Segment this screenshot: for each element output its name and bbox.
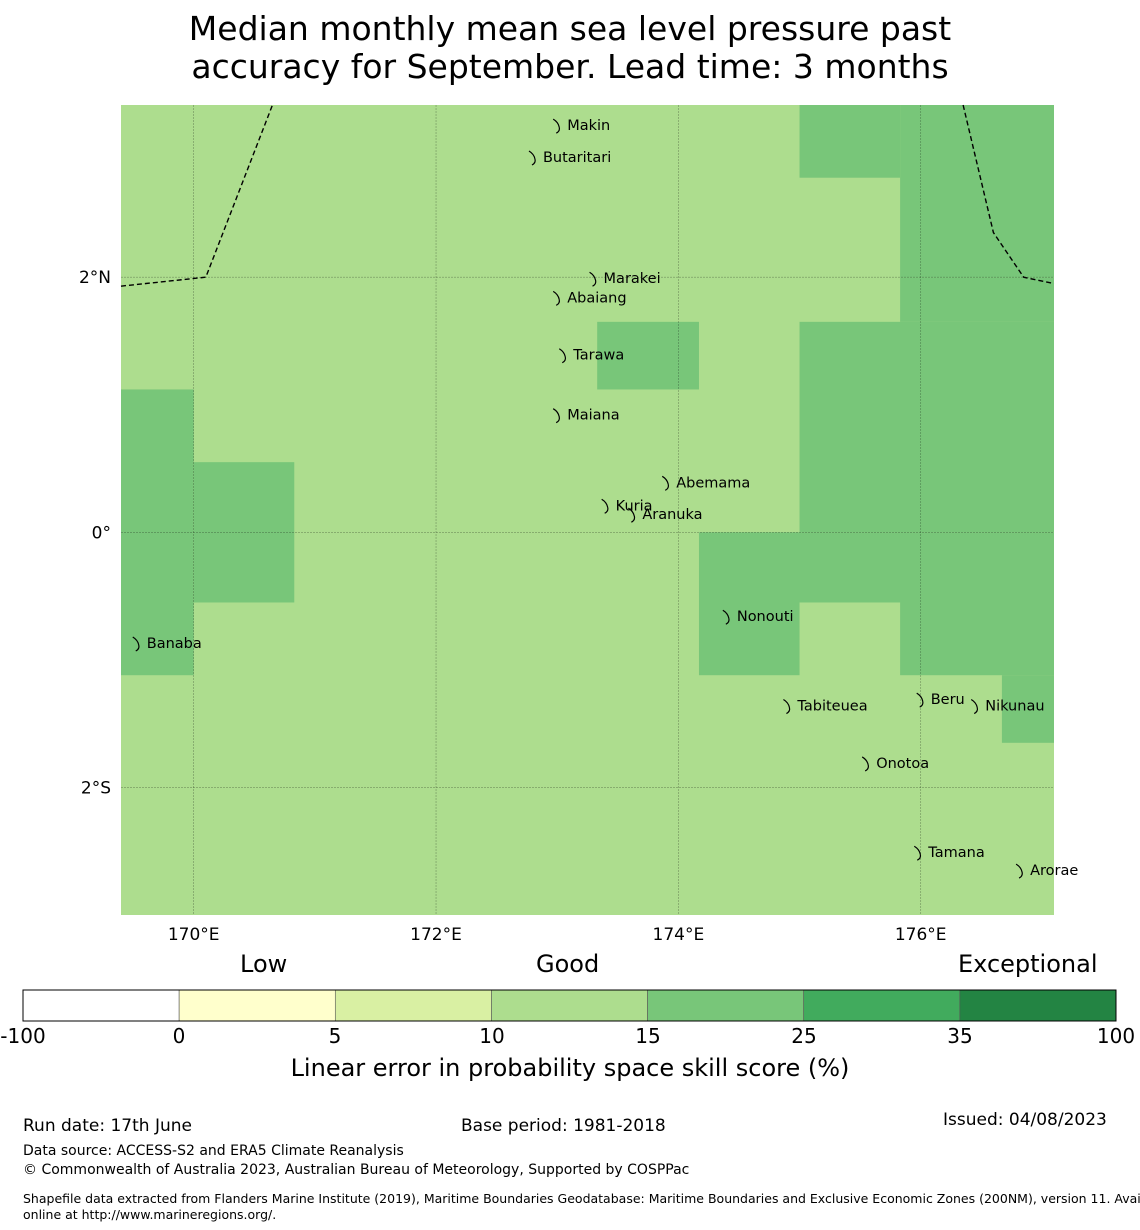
island-label: Tamana <box>927 845 984 861</box>
lat-tick-label: 2°N <box>79 268 111 288</box>
island-outline <box>552 290 560 306</box>
skill-cell-15-25 <box>121 389 194 676</box>
colorbar-tick: 0 <box>172 1024 186 1048</box>
eez-boundary <box>962 104 1055 285</box>
eez-boundary <box>120 104 274 287</box>
island-label: Tarawa <box>572 348 624 364</box>
island-label: Butaritari <box>543 150 611 166</box>
island-outline <box>589 271 597 287</box>
island-outline <box>552 118 560 134</box>
colorbar-segment <box>959 989 1117 1022</box>
island-label: Makin <box>567 118 610 134</box>
colorbar-segment <box>178 989 336 1022</box>
island-label: Nonouti <box>737 609 794 625</box>
island-outline <box>913 845 922 861</box>
colorbar-segment <box>803 989 961 1022</box>
colorbar-label-good: Good <box>536 950 600 978</box>
colorbar-tick: 35 <box>947 1024 973 1048</box>
island-label: Kuria <box>616 498 653 514</box>
chart-title: Median monthly mean sea level pressure p… <box>0 10 1140 86</box>
island-outline <box>601 498 609 514</box>
colorbar-label-low: Low <box>240 950 288 978</box>
colorbar-label-exceptional: Exceptional <box>958 950 1098 978</box>
skill-cell-15-25 <box>900 602 1054 676</box>
skill-cell-15-25 <box>597 321 699 390</box>
base-period: Base period: 1981-2018 <box>461 1116 666 1136</box>
island-outline <box>783 699 791 715</box>
colorbar-frame <box>22 989 1117 1022</box>
colorbar-tick: 10 <box>479 1024 505 1048</box>
island-outline <box>722 609 730 625</box>
island-outline <box>916 692 924 708</box>
colorbar-title: Linear error in probability space skill … <box>290 1054 850 1082</box>
island-outline <box>552 408 560 424</box>
lon-tick-label: 176°E <box>895 925 947 945</box>
skill-cell-15-25 <box>799 105 901 178</box>
skill-cell-15-25 <box>900 105 1054 278</box>
lat-tick-label: 0° <box>92 523 111 543</box>
title-line-2: accuracy for September. Lead time: 3 mon… <box>191 47 949 86</box>
title-line-1: Median monthly mean sea level pressure p… <box>188 9 952 48</box>
island-label: Onotoa <box>876 756 929 772</box>
colorbar <box>22 989 1117 1022</box>
issued-date: Issued: 04/08/2023 <box>943 1110 1107 1130</box>
lon-tick-label: 170°E <box>168 925 220 945</box>
island-label: Nikunau <box>985 699 1044 715</box>
island-outline <box>970 699 979 715</box>
island-outline <box>628 507 636 523</box>
island-label: Beru <box>931 692 965 708</box>
colorbar-segment <box>647 989 805 1022</box>
lon-tick-label: 174°E <box>653 925 705 945</box>
axis-labels: 170°E 172°E 174°E 176°E 2°N 0° 2°S <box>79 268 947 945</box>
island-outline <box>132 636 140 652</box>
colorbar-tick: 5 <box>328 1024 342 1048</box>
island-label: Abaiang <box>567 290 626 306</box>
colorbar-segment <box>334 989 492 1022</box>
lon-tick-label: 172°E <box>410 925 462 945</box>
skill-cell-15-25 <box>900 277 1054 322</box>
colorbar-tick: 25 <box>791 1024 817 1048</box>
shapefile-credit-line-2: online at http://www.marineregions.org/. <box>23 1207 277 1222</box>
colorbar-tick: -100 <box>0 1024 46 1048</box>
colorbar-tick: 15 <box>635 1024 661 1048</box>
island-outline <box>661 475 670 491</box>
island-label: Tabiteuea <box>796 699 867 715</box>
data-source: Data source: ACCESS-S2 and ERA5 Climate … <box>23 1143 404 1159</box>
skill-cell-15-25 <box>1001 675 1054 743</box>
skill-cell-15-25 <box>698 602 800 676</box>
shapefile-credit: Shapefile data extracted from Flanders M… <box>23 1191 1140 1223</box>
run-date: Run date: 17th June <box>23 1116 192 1136</box>
island-label: Banaba <box>147 636 202 652</box>
island-outline <box>528 150 536 166</box>
copyright: © Commonwealth of Australia 2023, Austra… <box>23 1162 690 1178</box>
skill-cell-15-25 <box>193 462 295 603</box>
map-plot-area: Makin Butaritari Marakei Abaiang Tarawa Maian… <box>120 104 1078 915</box>
island-label: Arorae <box>1030 863 1078 879</box>
colorbar-tick: 100 <box>1096 1024 1136 1048</box>
shapefile-credit-line-1: Shapefile data extracted from Flanders M… <box>23 1191 1140 1206</box>
island-label: Aranuka <box>642 507 702 523</box>
island-label: Abemama <box>676 475 750 491</box>
colorbar-segment <box>22 989 180 1022</box>
island-label: Marakei <box>604 271 661 287</box>
island-outline <box>558 348 567 364</box>
map: Makin Butaritari Marakei Abaiang Tarawa Maian… <box>79 104 1078 945</box>
island-outline <box>861 756 869 772</box>
colorbar-segment <box>491 989 648 1022</box>
skill-cell-15-25 <box>698 532 1054 603</box>
island-label: Maiana <box>567 408 619 424</box>
island-outline <box>1015 863 1023 879</box>
skill-cell-15-25 <box>799 321 1054 533</box>
lat-tick-label: 2°S <box>81 778 111 798</box>
